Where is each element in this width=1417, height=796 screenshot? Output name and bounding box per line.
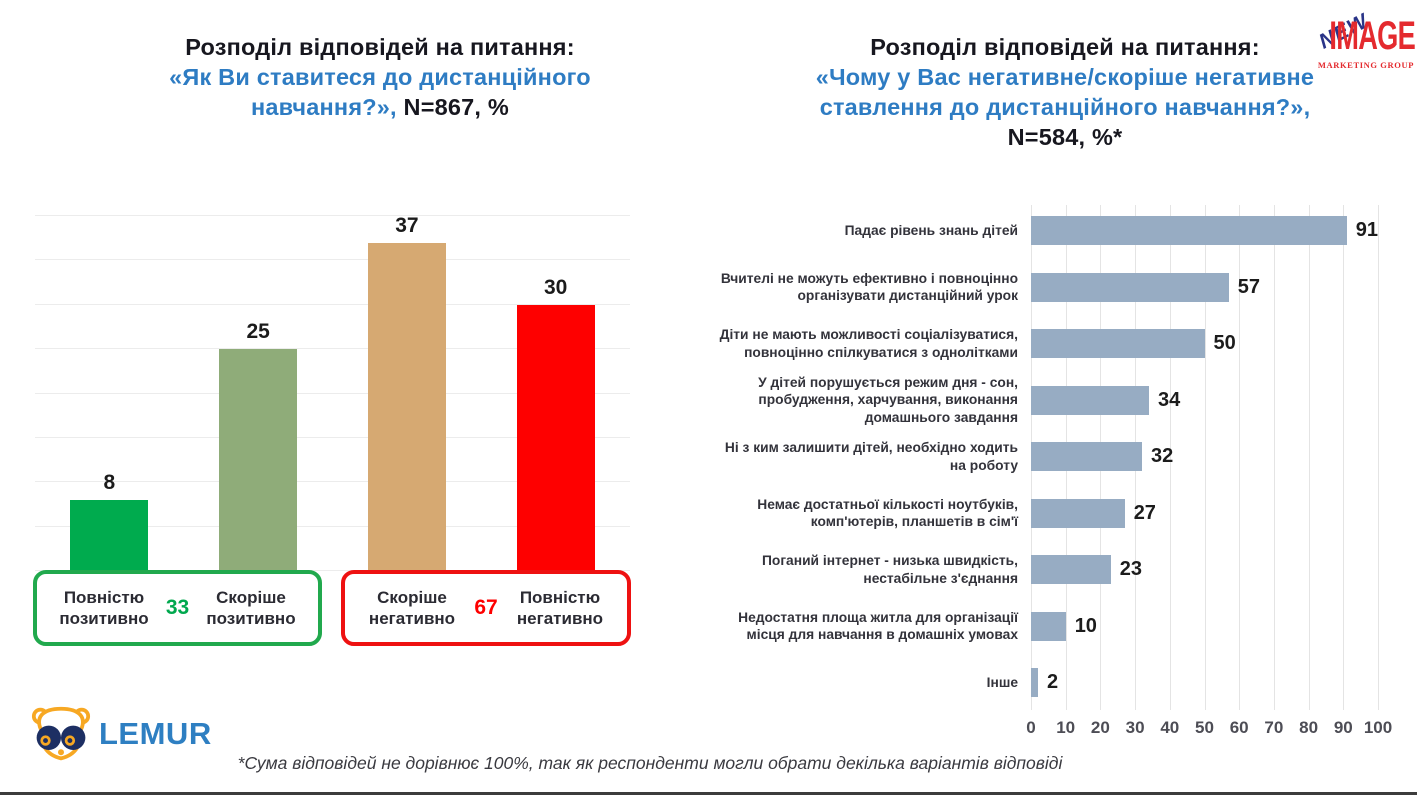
gridline bbox=[1308, 205, 1310, 710]
gridline bbox=[1378, 205, 1379, 710]
bar-value-label: 10 bbox=[1074, 614, 1097, 637]
bar-value-label: 8 bbox=[103, 471, 116, 494]
negative-group-box: Скоріше негативно 67 Повністю негативно bbox=[341, 570, 631, 646]
category-label: Поганий інтернет - низька швидкість, нес… bbox=[761, 553, 1018, 586]
category-label: Недостатня площа житла для організації м… bbox=[738, 609, 1018, 643]
gridline bbox=[35, 481, 630, 483]
right-chart-title: Розподіл відповідей на питання: «Чому у … bbox=[722, 32, 1408, 152]
lemur-icon bbox=[31, 706, 91, 761]
category-label: Діти не мають можливості соціалізуватися… bbox=[719, 327, 1018, 360]
gridline bbox=[35, 259, 630, 261]
bar bbox=[1031, 668, 1038, 697]
gridline bbox=[35, 436, 630, 438]
x-axis-tick-label: 60 bbox=[1229, 718, 1249, 737]
attitude-chart-plot: 8 25 37 30 bbox=[35, 213, 630, 571]
gridline bbox=[35, 215, 630, 216]
negative-total: 67 bbox=[474, 596, 498, 619]
bar-value-label: 25 bbox=[246, 320, 270, 344]
bar bbox=[1031, 498, 1125, 528]
group-label: Повністю позитивно bbox=[59, 588, 149, 628]
bar-Повністю позитивно bbox=[70, 500, 149, 571]
left-title-line3: навчання?», N=867, % bbox=[251, 94, 509, 120]
x-axis-tick-label: 20 bbox=[1090, 718, 1110, 737]
reasons-chart: 0 10 20 30 40 50 60 70 80 90 100 Падає рівень знань… bbox=[660, 205, 1417, 750]
category-label: Вчителі не можуть ефективно і повноцінно… bbox=[720, 270, 1018, 304]
bar-value-label: 23 bbox=[1119, 558, 1143, 580]
group-label: Скоріше негативно bbox=[368, 588, 456, 628]
bar-value-label: 37 bbox=[395, 213, 419, 237]
x-axis-tick-label: 70 bbox=[1264, 718, 1284, 737]
gridline bbox=[35, 303, 630, 305]
right-title-line2: «Чому у Вас негативне/скоріше негативне bbox=[815, 64, 1315, 90]
bar-value-label: 50 bbox=[1213, 332, 1236, 354]
bar bbox=[1031, 385, 1149, 415]
bar-Повністю негативно bbox=[516, 304, 595, 571]
x-axis-tick-label: 10 bbox=[1056, 718, 1076, 737]
x-axis-tick-label: 100 bbox=[1363, 718, 1393, 737]
x-axis-tick-label: 30 bbox=[1125, 718, 1145, 737]
bar-value-label: 91 bbox=[1355, 219, 1379, 241]
positive-total: 33 bbox=[165, 596, 190, 619]
right-title-line3: ставлення до дистанційного навчання?», bbox=[819, 94, 1311, 120]
footnote: *Сума відповідей не дорівнює 100%, так я… bbox=[237, 753, 1063, 773]
gridline bbox=[35, 348, 630, 350]
left-title-line2: «Як Ви ставитеся до дистанційного bbox=[169, 64, 591, 90]
bar bbox=[1031, 216, 1347, 245]
bar-value-label: 34 bbox=[1157, 388, 1181, 411]
positive-group-box: Повністю позитивно 33 Скоріше позитивно bbox=[33, 570, 322, 646]
gridline bbox=[35, 570, 630, 571]
x-axis-tick-label: 80 bbox=[1299, 718, 1319, 737]
lemur-logo-text: LEMUR bbox=[99, 716, 212, 751]
new-image-logo: NEW IMAGE MARKETING GROUP bbox=[1315, 2, 1416, 94]
bar bbox=[1031, 272, 1229, 302]
x-axis-tick-label: 50 bbox=[1195, 718, 1214, 737]
bar-Скоріше позитивно bbox=[219, 349, 298, 571]
bar bbox=[1031, 442, 1143, 471]
bottom-rule bbox=[0, 792, 1417, 795]
group-label: Скоріше позитивно bbox=[206, 588, 296, 628]
gridline bbox=[1239, 205, 1241, 710]
left-chart-title: Розподіл відповідей на питання: «Як Ви с… bbox=[60, 32, 700, 122]
new-image-logo-image: IMAGE bbox=[1329, 14, 1415, 58]
gridline bbox=[1273, 205, 1275, 710]
x-axis-tick-label: 0 bbox=[1026, 718, 1036, 737]
category-label: Інше bbox=[986, 674, 1018, 690]
category-label: Немає достатньої кількості ноутбуків, ко… bbox=[757, 496, 1018, 530]
bar bbox=[1031, 329, 1205, 358]
left-title-line1: Розподіл відповідей на питання: bbox=[185, 34, 575, 60]
bar-value-label: 2 bbox=[1046, 671, 1059, 693]
bar bbox=[1031, 611, 1066, 641]
category-label: Ні з ким залишити дітей, необхідно ходит… bbox=[724, 440, 1018, 473]
x-axis-tick-label: 40 bbox=[1160, 718, 1180, 737]
bar-Скоріше негативно bbox=[367, 242, 446, 571]
gridline bbox=[1169, 205, 1171, 710]
right-title-line1: Розподіл відповідей на питання: bbox=[870, 34, 1260, 60]
bar-value-label: 57 bbox=[1237, 275, 1261, 298]
x-axis-tick-label: 90 bbox=[1333, 718, 1353, 737]
bar-value-label: 30 bbox=[543, 275, 568, 299]
category-label: У дітей порушується режим дня - сон, про… bbox=[758, 374, 1018, 425]
new-image-logo-subtitle: MARKETING GROUP bbox=[1317, 60, 1414, 70]
gridline bbox=[1204, 205, 1206, 710]
group-label: Повністю негативно bbox=[516, 588, 604, 628]
gridline bbox=[35, 525, 630, 527]
category-label: Падає рівень знань дітей bbox=[844, 222, 1018, 238]
gridline bbox=[1343, 205, 1345, 710]
bar-value-label: 27 bbox=[1133, 501, 1156, 524]
gridline bbox=[35, 392, 630, 394]
right-title-line4: N=584, %* bbox=[1007, 124, 1123, 150]
lemur-logo: LEMUR bbox=[28, 704, 212, 764]
bar-value-label: 32 bbox=[1151, 445, 1174, 467]
bar bbox=[1031, 555, 1111, 584]
